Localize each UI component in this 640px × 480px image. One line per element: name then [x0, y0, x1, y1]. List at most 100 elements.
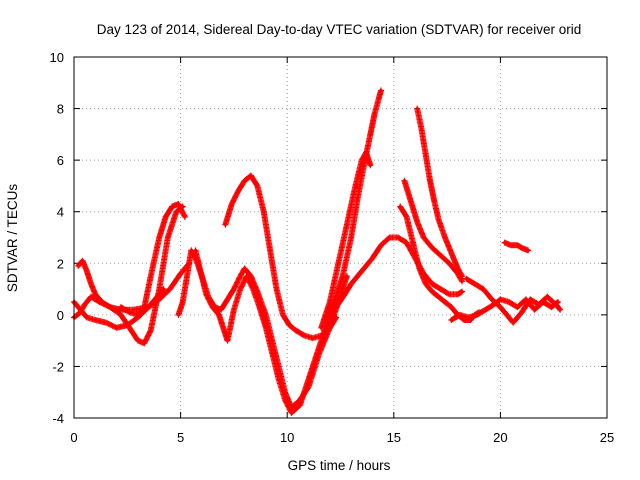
- data-point: [556, 300, 560, 304]
- data-point: [127, 310, 132, 314]
- data-point: [449, 318, 453, 322]
- data-point: [430, 290, 434, 294]
- series-arc-n: [463, 275, 564, 326]
- data-point: [368, 132, 372, 136]
- data-point: [170, 204, 174, 209]
- data-point: [85, 269, 89, 273]
- data-point: [345, 274, 349, 278]
- plot-frame: [73, 56, 608, 419]
- data-point: [475, 313, 479, 317]
- data-point: [306, 377, 311, 381]
- data-point-markers: [463, 275, 564, 326]
- data-point: [515, 305, 520, 309]
- data-point: [364, 150, 368, 155]
- data-point: [436, 295, 441, 299]
- data-point: [443, 235, 447, 240]
- data-point: [298, 403, 302, 407]
- data-point: [415, 106, 419, 111]
- data-point: [289, 411, 294, 415]
- series-arc-j: [333, 234, 466, 311]
- data-point: [456, 266, 460, 271]
- data-point: [541, 300, 545, 304]
- data-point-markers: [318, 149, 374, 331]
- x-tick-label: 5: [177, 430, 184, 445]
- data-point: [242, 179, 247, 183]
- data-point: [119, 313, 123, 317]
- data-point: [473, 282, 477, 286]
- data-point: [277, 364, 281, 369]
- data-point: [257, 305, 262, 309]
- data-point: [328, 300, 332, 304]
- data-point: [362, 266, 366, 271]
- data-point: [136, 313, 140, 317]
- x-tick-label: 0: [70, 430, 77, 445]
- data-point: [419, 127, 424, 131]
- data-point: [498, 305, 502, 309]
- data-point: [370, 256, 375, 260]
- data-point: [270, 339, 274, 343]
- data-point: [341, 274, 345, 278]
- data-point: [97, 300, 102, 304]
- y-tick-label: 4: [57, 205, 64, 220]
- data-point: [217, 313, 221, 317]
- data-point: [127, 326, 132, 330]
- data-point: [328, 326, 332, 330]
- data-point: [464, 277, 468, 281]
- data-point: [104, 320, 108, 325]
- series-arc-d: [117, 200, 188, 318]
- data-point: [424, 153, 428, 157]
- x-ticks: 0 5 10 15 20 25: [70, 57, 614, 445]
- data-point: [311, 336, 315, 340]
- data-point: [449, 305, 453, 309]
- data-point: [225, 339, 230, 343]
- data-point: [447, 292, 451, 296]
- data-point: [436, 217, 441, 222]
- x-tick-label: 25: [600, 430, 614, 445]
- chart-title: Day 123 of 2014, Sidereal Day-to-day VTE…: [97, 22, 581, 37]
- data-point: [89, 282, 93, 286]
- data-point: [336, 261, 340, 265]
- data-point: [176, 313, 181, 317]
- data-point: [460, 279, 464, 283]
- data-point: [447, 261, 451, 265]
- data-point: [189, 248, 193, 252]
- data-point: [466, 315, 471, 320]
- data-point: [270, 351, 274, 356]
- data-point: [520, 310, 524, 314]
- data-point: [349, 235, 353, 240]
- data-point: [492, 302, 496, 307]
- data-point: [515, 243, 520, 247]
- data-point: [509, 243, 513, 247]
- data-point: [404, 215, 409, 219]
- data-point: [76, 264, 80, 268]
- data-point: [183, 215, 187, 219]
- data-point: [481, 287, 485, 291]
- data-point-markers: [501, 239, 532, 254]
- data-point: [83, 302, 87, 307]
- data-point: [251, 287, 255, 291]
- data-point: [520, 246, 524, 250]
- data-point: [345, 223, 349, 227]
- data-point: [396, 235, 400, 240]
- data-point: [238, 287, 242, 291]
- data-point-markers: [75, 257, 193, 313]
- series-arc-m: [414, 105, 466, 280]
- y-axis-label: SDTVAR / TECUs: [5, 184, 20, 293]
- data-point: [277, 377, 281, 381]
- data-point: [166, 235, 170, 240]
- x-tick-label: 20: [493, 430, 507, 445]
- data-point: [404, 241, 409, 245]
- data-point: [179, 272, 183, 276]
- data-point: [558, 308, 562, 312]
- y-ticks: -4 -2 0 2 4 6 8 10: [50, 50, 607, 426]
- data-point: [355, 274, 360, 278]
- data-point: [219, 308, 223, 312]
- data-point: [161, 287, 166, 291]
- grid: [74, 57, 607, 418]
- series-arc-o: [448, 296, 561, 324]
- data-point: [157, 287, 161, 291]
- data-point-markers: [333, 234, 466, 311]
- y-tick-label: -4: [52, 411, 64, 426]
- data-point: [456, 292, 460, 296]
